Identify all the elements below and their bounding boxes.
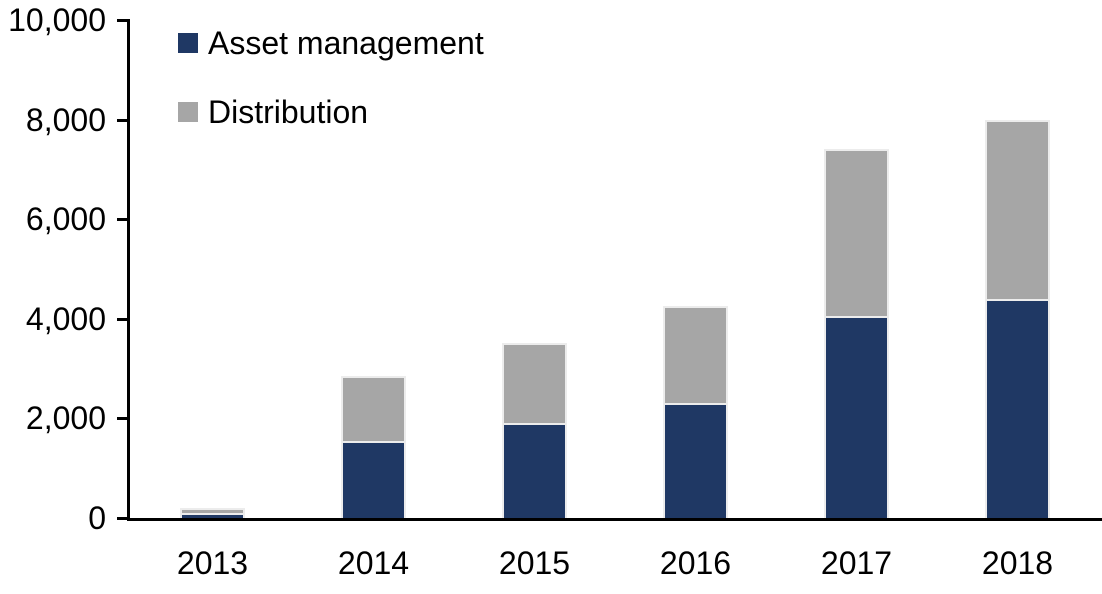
y-tick-mark (117, 118, 128, 122)
legend-item-asset-management: Asset management (178, 26, 484, 60)
bar-2015 (502, 343, 567, 518)
x-axis-label-2016: 2016 (659, 545, 732, 581)
y-tick-label: 2,000 (25, 400, 106, 437)
y-tick-label: 6,000 (25, 201, 106, 238)
y-tick-mark (117, 19, 128, 22)
legend-label: Asset management (208, 25, 484, 61)
legend-swatch-icon (178, 33, 198, 53)
y-tick-label: 4,000 (25, 300, 106, 337)
y-axis-line (127, 19, 130, 521)
legend-label: Distribution (208, 94, 369, 130)
bar-2016 (663, 306, 728, 518)
y-tick-mark (117, 517, 128, 520)
x-axis-label-2018: 2018 (981, 545, 1054, 581)
x-axis-label-2015: 2015 (498, 545, 571, 581)
bar-2013 (180, 508, 245, 518)
bar-segment-distribution (824, 149, 889, 316)
legend-item-distribution: Distribution (178, 95, 368, 129)
y-tick-mark (117, 317, 128, 321)
x-axis-label-2014: 2014 (337, 545, 410, 581)
y-tick-mark (117, 417, 128, 421)
y-tick-label: 0 (88, 500, 106, 536)
bar-segment-distribution (985, 120, 1050, 299)
bar-segment-distribution (341, 376, 406, 441)
y-tick-label: 10,000 (8, 2, 106, 38)
legend-swatch-icon (178, 102, 198, 122)
y-tick-mark (117, 218, 128, 222)
x-axis-label-2013: 2013 (176, 545, 249, 581)
x-axis-label-2017: 2017 (820, 545, 893, 581)
y-tick-label: 8,000 (25, 101, 106, 138)
bar-segment-distribution (180, 508, 245, 513)
bar-segment-distribution (663, 306, 728, 403)
x-axis-line (127, 518, 1102, 521)
bar-segment-asset-management (824, 316, 889, 518)
bar-2014 (341, 376, 406, 518)
bar-2017 (824, 149, 889, 518)
bar-segment-asset-management (502, 423, 567, 518)
bar-segment-asset-management (180, 513, 245, 518)
bar-segment-distribution (502, 343, 567, 423)
bar-segment-asset-management (985, 299, 1050, 518)
bar-segment-asset-management (663, 403, 728, 518)
bar-2018 (985, 120, 1050, 518)
bar-segment-asset-management (341, 441, 406, 518)
